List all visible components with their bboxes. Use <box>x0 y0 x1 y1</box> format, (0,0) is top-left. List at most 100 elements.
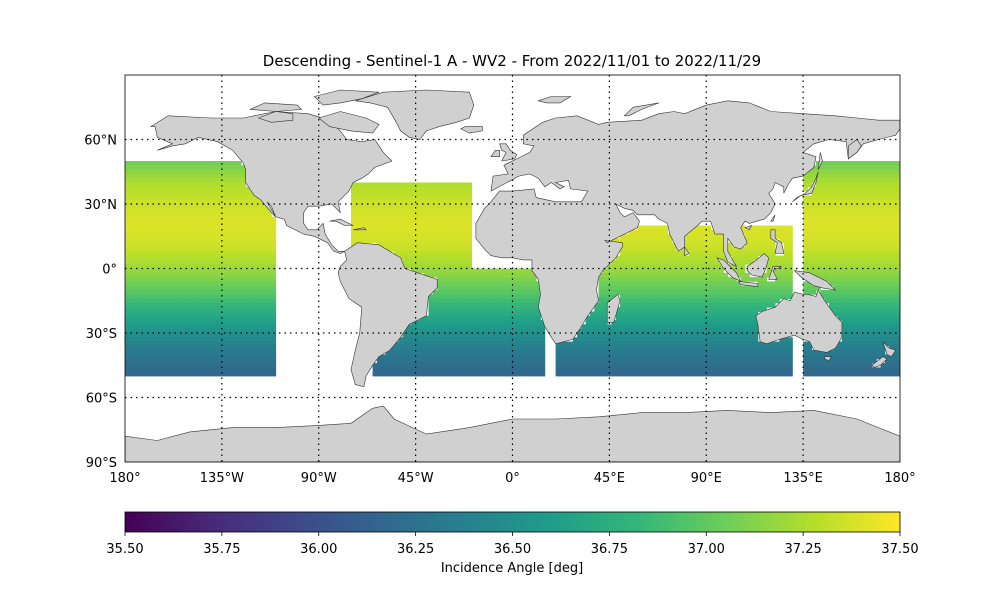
data-cell <box>133 212 139 218</box>
data-cell <box>249 234 255 239</box>
data-cell <box>493 268 498 274</box>
data-cell <box>206 367 212 373</box>
data-cell <box>658 234 664 239</box>
data-cell <box>428 324 434 330</box>
data-cell <box>637 311 643 317</box>
data-cell <box>150 272 156 278</box>
data-cell <box>689 363 694 368</box>
data-cell <box>837 173 843 179</box>
data-cell <box>419 320 425 325</box>
data-cell <box>211 371 216 377</box>
data-cell <box>445 221 451 226</box>
data-cell <box>714 328 720 334</box>
data-cell <box>850 191 856 196</box>
data-cell <box>854 225 860 231</box>
data-cell <box>710 371 716 377</box>
data-cell <box>454 307 460 312</box>
data-cell <box>889 173 894 179</box>
data-cell <box>714 234 720 239</box>
data-cell <box>803 358 808 364</box>
data-cell <box>155 298 160 304</box>
data-cell <box>368 238 374 244</box>
data-cell <box>850 216 856 222</box>
data-cell <box>133 320 139 325</box>
data-cell <box>168 354 173 360</box>
data-cell <box>450 272 455 278</box>
data-cell <box>398 363 404 368</box>
data-cell <box>519 345 524 351</box>
data-cell <box>398 191 404 196</box>
data-cell <box>506 277 511 282</box>
data-cell <box>129 307 135 312</box>
data-cell <box>697 281 703 287</box>
data-cell <box>142 272 147 278</box>
data-cell <box>893 225 899 231</box>
data-cell <box>450 208 455 213</box>
data-cell <box>176 358 182 364</box>
data-cell <box>506 354 511 360</box>
data-cell <box>467 234 473 239</box>
data-cell <box>254 195 259 201</box>
data-cell <box>254 302 259 308</box>
data-cell <box>820 251 826 256</box>
data-cell <box>189 221 195 226</box>
data-cell <box>176 371 182 377</box>
data-cell <box>398 242 404 248</box>
data-cell <box>850 341 856 347</box>
data-cell <box>585 315 591 321</box>
data-cell <box>897 234 900 239</box>
data-cell <box>624 320 630 325</box>
data-cell <box>232 315 238 321</box>
data-cell <box>628 350 634 355</box>
data-cell <box>859 354 864 360</box>
data-cell <box>854 371 860 377</box>
data-cell <box>224 264 229 269</box>
data-cell <box>684 234 690 239</box>
data-cell <box>859 324 864 330</box>
data-cell <box>667 255 673 261</box>
data-cell <box>510 350 516 355</box>
data-cell <box>249 285 255 291</box>
data-cell <box>854 354 860 360</box>
data-cell <box>428 234 434 239</box>
data-cell <box>228 307 234 312</box>
data-cell <box>536 311 541 317</box>
data-cell <box>172 298 178 304</box>
data-cell <box>531 307 537 312</box>
data-cell <box>658 350 664 355</box>
data-cell <box>837 242 843 248</box>
data-cell <box>850 229 856 235</box>
data-cell <box>484 285 490 291</box>
data-cell <box>680 315 686 321</box>
data-cell <box>880 337 886 342</box>
data-cell <box>684 354 690 360</box>
data-cell <box>267 367 272 373</box>
data-cell <box>850 259 856 265</box>
data-cell <box>155 337 160 342</box>
data-cell <box>129 358 135 364</box>
data-cell <box>411 337 417 342</box>
data-cell <box>841 178 847 183</box>
data-cell <box>615 238 621 244</box>
data-cell <box>841 320 847 325</box>
data-cell <box>816 208 821 213</box>
data-cell <box>701 234 707 239</box>
data-cell <box>137 178 143 183</box>
data-cell <box>714 272 720 278</box>
data-cell <box>232 268 238 274</box>
data-cell <box>863 371 869 377</box>
data-cell <box>133 216 139 222</box>
data-cell <box>245 367 251 373</box>
data-cell <box>202 350 208 355</box>
data-cell <box>389 221 395 226</box>
data-cell <box>876 238 882 244</box>
data-cell <box>650 229 656 235</box>
data-cell <box>829 182 834 188</box>
data-cell <box>475 302 481 308</box>
data-cell <box>680 281 686 287</box>
data-cell <box>150 247 156 252</box>
data-cell <box>816 367 821 373</box>
data-cell <box>807 354 813 360</box>
data-cell <box>402 371 408 377</box>
data-cell <box>198 186 203 192</box>
